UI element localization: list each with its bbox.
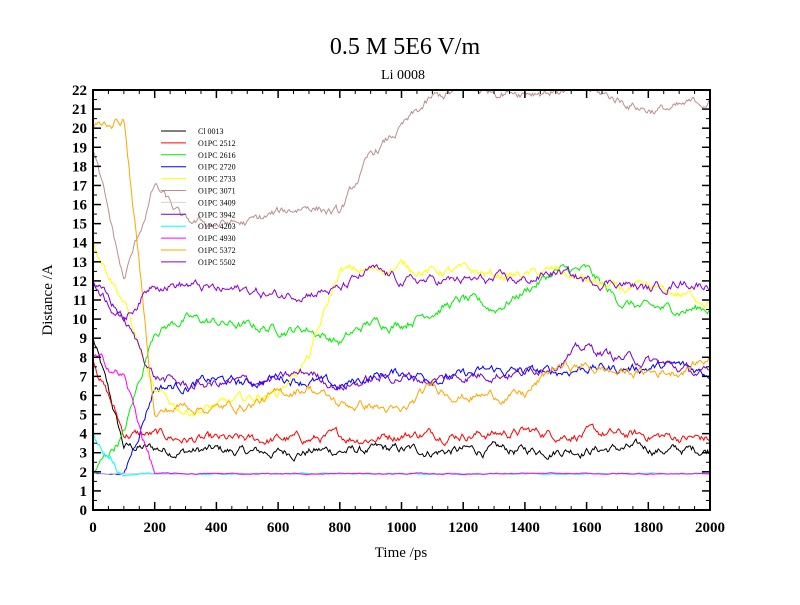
legend-label: O1PC 2616 [198,151,236,160]
x-axis-label: Time /ps [375,545,428,561]
y-tick-label: 0 [80,503,88,519]
series-line-o1pc-5502 [92,264,711,323]
x-tick-label: 1800 [633,520,663,536]
legend-label: O1PC 3071 [198,187,236,196]
x-tick-label: 2000 [695,520,725,536]
y-tick-label: 17 [72,178,88,194]
legend-label: O1PC 4930 [198,234,236,243]
series-line-o1pc-2616 [92,263,711,474]
y-tick-label: 22 [72,83,87,99]
y-tick-label: 20 [72,121,87,137]
y-tick-label: 6 [80,388,88,404]
legend-label: O1PC 5502 [198,258,236,267]
x-tick-label: 0 [89,520,97,536]
y-tick-label: 10 [72,312,87,328]
y-tick-label: 15 [72,217,87,233]
y-tick-label: 21 [72,102,87,118]
y-tick-label: 3 [80,446,88,462]
series-line-o1pc-5372 [92,118,711,418]
y-tick-label: 8 [80,350,88,366]
series-line-o1pc-3071 [92,88,711,280]
y-tick-label: 2 [80,465,88,481]
chart-title: 0.5 M 5E6 V/m [330,34,481,60]
y-tick-label: 13 [72,255,87,271]
series-line-o1pc-2512 [92,360,711,447]
y-tick-label: 5 [80,408,88,424]
y-tick-label: 14 [72,236,88,252]
y-tick-label: 9 [80,331,88,347]
series-line-o1pc-2720 [92,359,711,476]
y-tick-label: 11 [73,293,87,309]
y-tick-label: 18 [72,159,87,175]
legend-label: O1PC 2512 [198,139,236,148]
x-tick-label: 200 [143,520,166,536]
legend: Cl 0013 O1PC 2512 O1PC 2616 O1PC 2720 O1PC 2… [161,127,236,267]
y-axis-label: Distance /A [40,264,56,335]
x-tick-label: 800 [329,520,352,536]
chart-subtitle: Li 0008 [381,68,425,83]
legend-label: O1PC 5372 [198,246,236,255]
y-tick-label: 4 [80,427,88,443]
y-tick-label: 16 [72,198,88,214]
series-line-o1pc-3942 [92,281,711,391]
x-tick-label: 600 [267,520,290,536]
series-line-o1pc-2733 [92,239,711,417]
legend-label: Cl 0013 [198,127,224,136]
y-tick-label: 12 [72,274,87,290]
y-tick-label: 19 [72,140,87,156]
legend-label: O1PC 3409 [198,198,236,207]
x-tick-label: 1400 [510,520,540,536]
y-tick-label: 1 [80,484,88,500]
axes-layer: 0 200 400 600 800 1000 1200 1400 1600 1800 2000012… [72,83,725,536]
series-line-cl-0013 [92,337,711,462]
y-tick-label: 7 [80,369,88,385]
legend-label: O1PC 3942 [198,210,236,219]
x-tick-label: 1200 [448,520,478,536]
series-line-o1pc-4930 [92,353,711,476]
legend-label: O1PC 4203 [198,222,236,231]
legend-label: O1PC 2733 [198,175,236,184]
x-tick-label: 400 [205,520,228,536]
x-tick-label: 1600 [572,520,602,536]
x-tick-label: 1000 [387,520,417,536]
legend-label: O1PC 2720 [198,163,236,172]
series-layer [92,88,711,477]
